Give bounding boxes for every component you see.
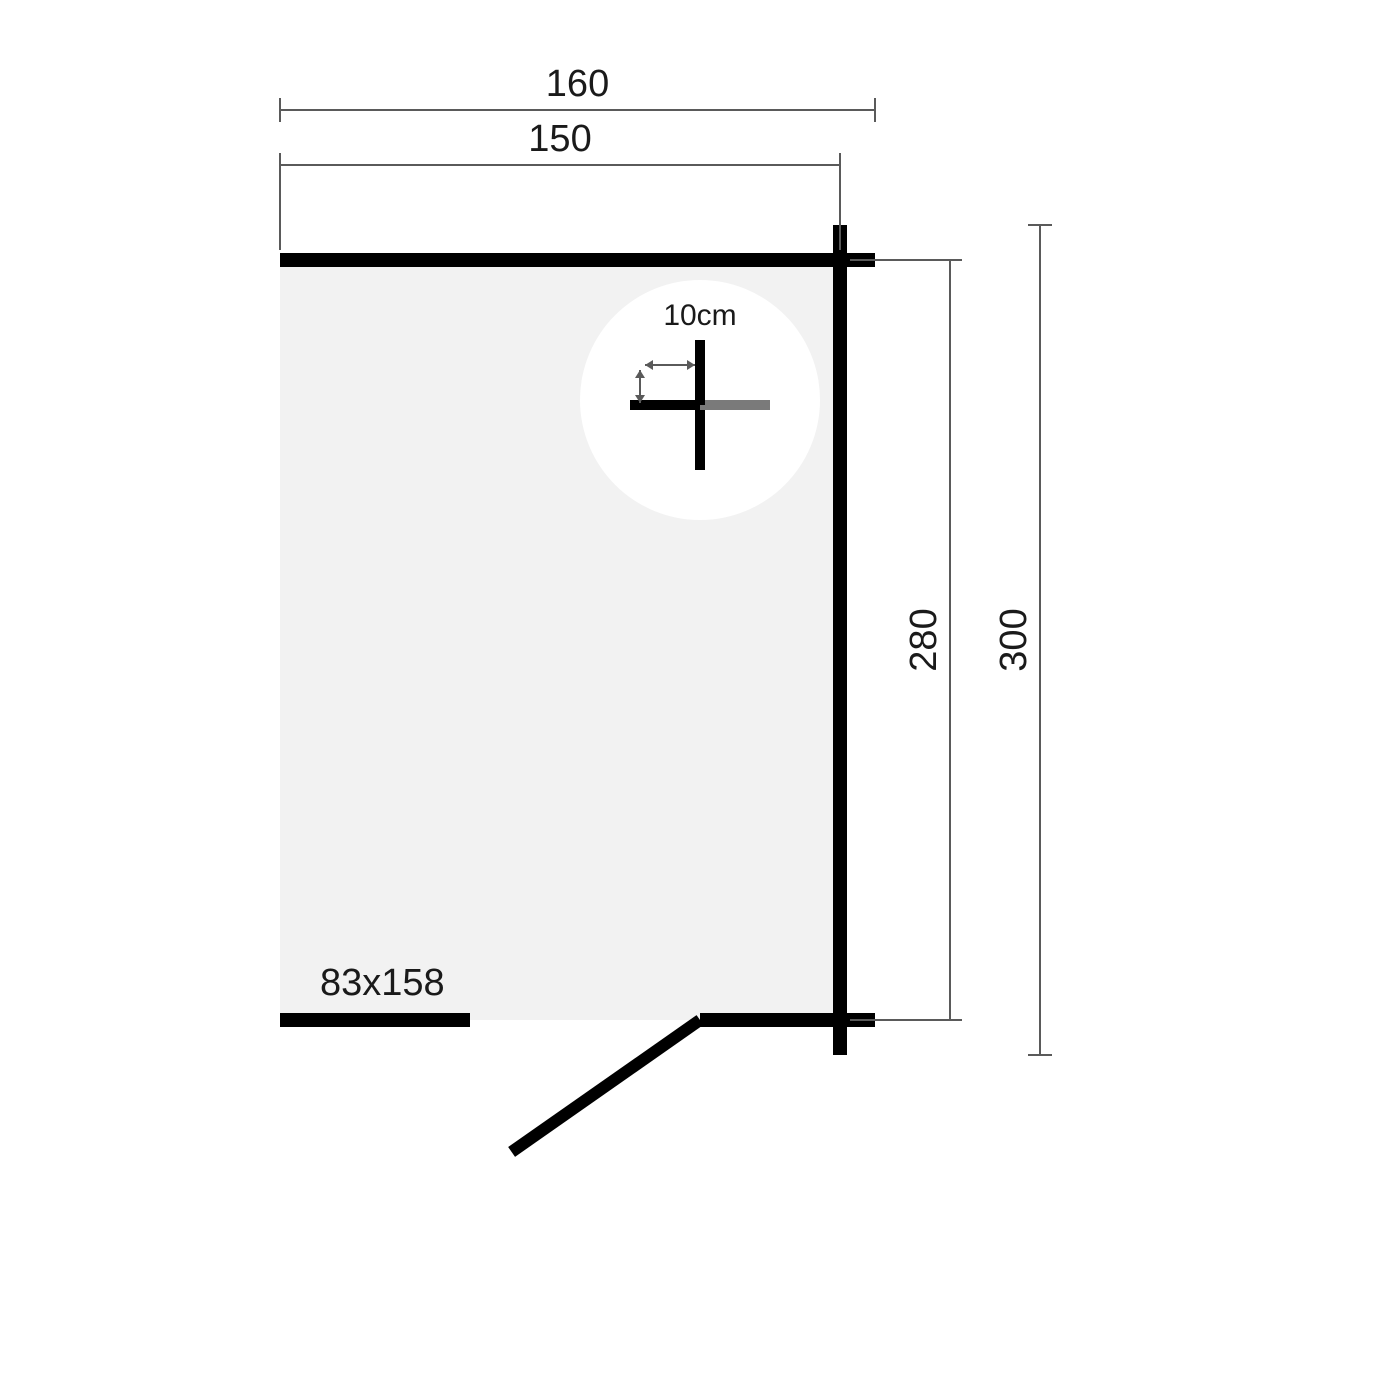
floorplan-diagram: 83x158 160 150 280 300 10cm [0, 0, 1400, 1400]
dim-depth-inner: 280 [903, 608, 945, 671]
door-dimension-label: 83x158 [320, 962, 445, 1004]
corner-detail-label: 10cm [663, 299, 736, 332]
dim-width-outer: 160 [546, 63, 609, 105]
dim-depth-outer: 300 [993, 608, 1035, 671]
dim-width-inner: 150 [528, 118, 591, 160]
door-leaf [512, 1020, 700, 1152]
